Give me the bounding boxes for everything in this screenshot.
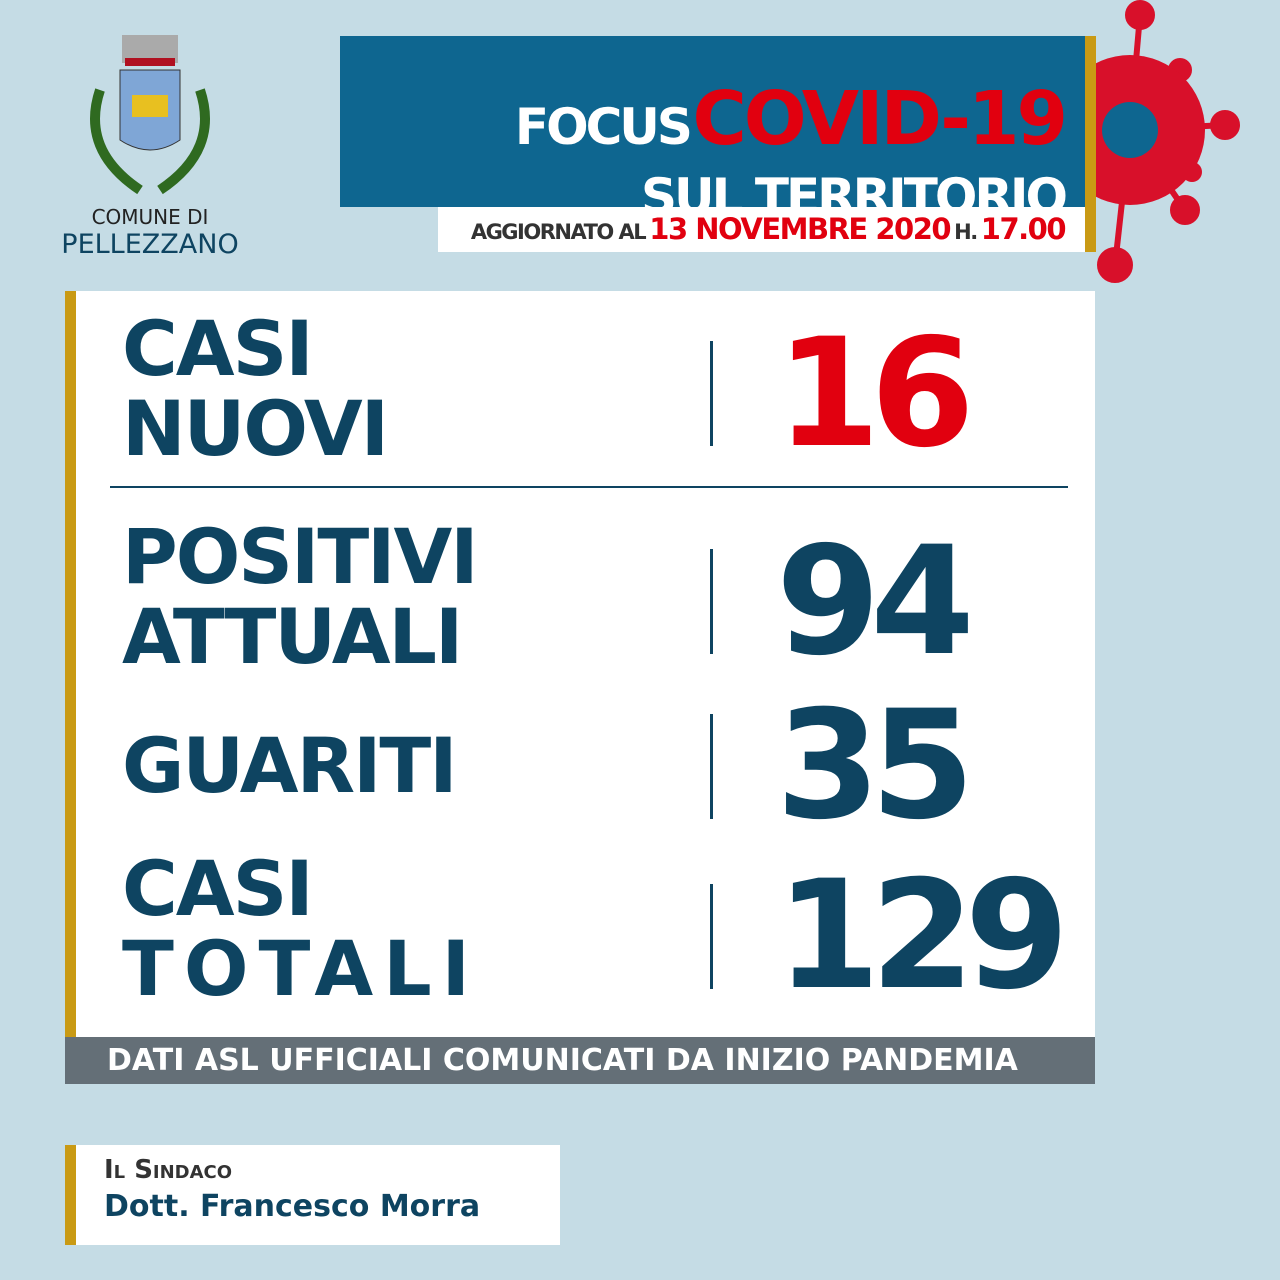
covid-text: COVID-19 — [692, 76, 1068, 162]
header-banner: FOCUS COVID-19 SUL TERRITORIO — [340, 36, 1085, 226]
header-title: FOCUS COVID-19 — [514, 76, 1068, 162]
divider-vertical — [710, 341, 713, 446]
gold-accent-bar — [1085, 36, 1096, 252]
signature-name: Dott. Francesco Morra — [104, 1189, 481, 1224]
signature-box: Il Sindaco Dott. Francesco Morra — [65, 1145, 560, 1245]
stats-card: CASI NUOVI 16 POSITIVI ATTUALI 94 GUARITI … — [65, 291, 1095, 1037]
divider-horizontal — [110, 486, 1068, 488]
source-banner: DATI ASL UFFICIALI COMUNICATI DA INIZIO … — [65, 1037, 1095, 1084]
comune-prefix: COMUNE DI — [91, 205, 209, 229]
stat-label-total: CASI TOTALI — [122, 844, 480, 1013]
update-date: 13 NOVEMBRE 2020 — [649, 212, 951, 246]
update-hour-prefix: H. — [954, 220, 978, 244]
divider-vertical — [710, 884, 713, 989]
coat-of-arms-logo — [90, 35, 210, 195]
stat-label-new-cases: CASI NUOVI — [122, 304, 389, 473]
comune-title: PELLEZZANO — [61, 229, 239, 260]
update-strip: AGGIORNATO AL 13 NOVEMBRE 2020 H. 17.00 — [438, 207, 1085, 252]
stat-label-recovered: GUARITI — [122, 721, 457, 810]
stat-label-active: POSITIVI ATTUALI — [122, 512, 479, 681]
update-prefix: AGGIORNATO AL — [470, 220, 647, 244]
stat-value-active: 94 — [776, 515, 975, 689]
update-hour: 17.00 — [980, 212, 1067, 246]
stat-value-new-cases: 16 — [776, 307, 975, 481]
divider-vertical — [710, 714, 713, 819]
stat-value-total: 129 — [776, 849, 1069, 1023]
signature-title: Il Sindaco — [104, 1155, 233, 1185]
stat-value-recovered: 35 — [776, 679, 975, 853]
comune-name: COMUNE DI PELLEZZANO — [60, 205, 240, 260]
focus-text: FOCUS — [514, 98, 693, 156]
divider-vertical — [710, 549, 713, 654]
virus-icon — [1070, 0, 1240, 283]
